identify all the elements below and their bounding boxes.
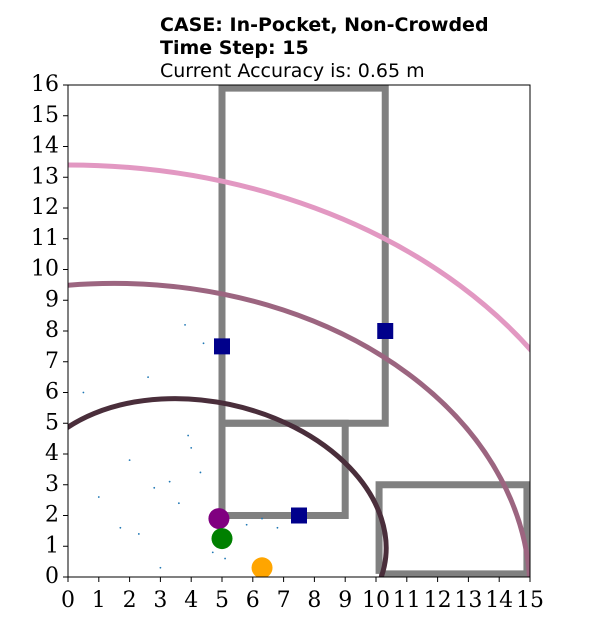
confidence-ellipse [68, 396, 389, 577]
x-tick-label: 5 [215, 588, 229, 613]
y-tick-label: 10 [31, 257, 59, 282]
y-tick-label: 15 [31, 103, 59, 128]
confidence-ellipse [68, 280, 530, 577]
particle [211, 551, 214, 554]
y-tick-label: 0 [45, 564, 59, 589]
y-tick-label: 3 [45, 472, 59, 497]
particle [137, 533, 140, 535]
chart-subtitle: Time Step: 15 [160, 37, 309, 59]
y-tick-label: 16 [31, 72, 59, 97]
anchor [377, 323, 394, 339]
particle [159, 566, 162, 569]
y-tick-label: 6 [45, 380, 59, 405]
particle [190, 446, 193, 449]
x-tick-label: 3 [153, 588, 167, 613]
x-tick-label: 15 [516, 588, 544, 613]
particle [119, 526, 122, 529]
x-tick-label: 9 [338, 588, 352, 613]
particle [168, 480, 171, 483]
x-tick-label: 1 [92, 588, 106, 613]
axes-frame [67, 84, 531, 578]
particle [177, 502, 180, 505]
x-tick-label: 8 [307, 588, 321, 613]
particle [147, 376, 149, 379]
particle [128, 459, 131, 462]
y-tick-label: 13 [31, 164, 59, 189]
y-tick-label: 5 [45, 410, 59, 435]
wall [375, 481, 530, 577]
particle [202, 342, 205, 345]
x-tick-label: 13 [454, 588, 482, 613]
annotation: Current Accuracy is: 0.65 m [160, 60, 425, 82]
particle [184, 323, 186, 326]
y-tick-label: 2 [45, 503, 59, 528]
x-tick-label: 6 [246, 588, 260, 613]
particle [82, 391, 85, 394]
wall [218, 85, 389, 427]
anchor [291, 507, 307, 524]
position-marker [208, 508, 230, 530]
y-tick-label: 4 [45, 441, 59, 466]
position-marker [211, 528, 233, 550]
particle [97, 496, 100, 498]
confidence-ellipse [68, 162, 530, 354]
y-tick-label: 14 [31, 134, 59, 159]
y-tick-label: 1 [45, 533, 59, 558]
particle [224, 557, 226, 560]
x-tick-label: 10 [362, 588, 390, 613]
x-tick-label: 11 [393, 588, 421, 613]
wall [218, 419, 349, 519]
particle [276, 526, 279, 529]
particle [245, 523, 248, 526]
anchor [214, 338, 230, 355]
x-tick-label: 14 [485, 588, 513, 613]
particle [153, 486, 156, 489]
x-tick-label: 4 [184, 588, 198, 613]
particle [261, 517, 263, 520]
chart-title: CASE: In-Pocket, Non-Crowded [160, 14, 489, 36]
position-marker [251, 557, 273, 577]
y-tick-label: 11 [31, 226, 59, 251]
particle [187, 434, 190, 437]
y-tick-label: 9 [45, 287, 59, 312]
x-tick-label: 7 [277, 588, 291, 613]
x-tick-label: 12 [424, 588, 452, 613]
y-tick-label: 7 [45, 349, 59, 374]
particle [199, 471, 202, 474]
y-tick-label: 12 [31, 195, 59, 220]
plot-area [68, 85, 530, 577]
x-tick-label: 0 [61, 588, 75, 613]
x-tick-label: 2 [123, 588, 137, 613]
y-tick-label: 8 [45, 318, 59, 343]
